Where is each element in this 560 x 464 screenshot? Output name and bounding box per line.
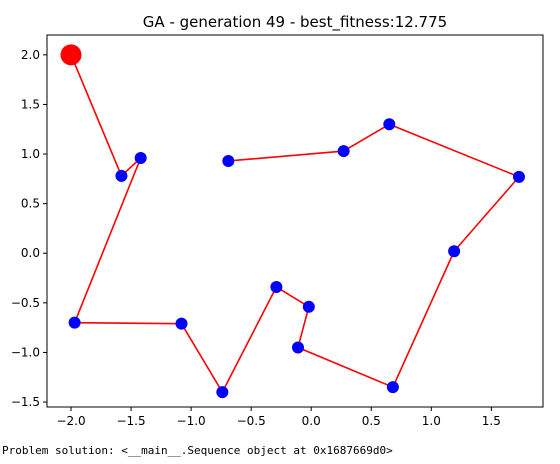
x-tick-label: −0.5	[237, 414, 266, 428]
y-tick-label: 1.5	[21, 97, 40, 111]
x-tick-label: 1.0	[422, 414, 441, 428]
city-point	[175, 317, 188, 330]
city-point	[68, 316, 81, 329]
x-tick-label: −2.0	[56, 414, 85, 428]
route-segment	[228, 150, 344, 162]
route-segment	[74, 321, 182, 325]
route-segment	[297, 346, 394, 388]
y-tick-label: 0.5	[21, 197, 40, 211]
city-point	[292, 341, 305, 354]
chart-title: GA - generation 49 - best_fitness:12.775	[143, 13, 447, 32]
start-point	[60, 44, 82, 66]
y-tick-label: −1.5	[11, 395, 40, 409]
city-point	[512, 170, 525, 183]
city-point	[115, 169, 128, 182]
route-segment	[392, 250, 455, 388]
y-axis: 2.0 1.5 1.0 0.5 0.0 −0.5 −1.0 −1.5	[11, 48, 47, 409]
x-tick-label: −1.5	[116, 414, 145, 428]
route-segment	[297, 306, 310, 348]
route-segment	[275, 286, 310, 308]
x-tick-label: 0.0	[302, 414, 321, 428]
y-tick-label: 2.0	[21, 48, 40, 62]
plot-marks	[60, 44, 525, 399]
y-tick-label: −0.5	[11, 296, 40, 310]
city-point	[270, 280, 283, 293]
city-point	[383, 118, 396, 131]
x-tick-label: 1.5	[482, 414, 501, 428]
plot-frame	[46, 34, 544, 408]
y-tick-label: 0.0	[21, 246, 40, 260]
city-point	[222, 154, 235, 167]
route-segment	[221, 286, 278, 393]
x-tick-label: 0.5	[362, 414, 381, 428]
city-point	[386, 381, 399, 394]
route-segment	[73, 157, 142, 323]
route-segment	[70, 54, 123, 177]
problem-solution-text: Problem solution: <__main__.Sequence obj…	[2, 444, 393, 457]
y-tick-label: 1.0	[21, 147, 40, 161]
city-point	[216, 386, 229, 399]
y-tick-label: −1.0	[11, 345, 40, 359]
route-segment	[388, 123, 520, 178]
city-point	[302, 300, 315, 313]
route-segment	[453, 176, 520, 252]
x-tick-label: −1.0	[177, 414, 206, 428]
x-axis: −2.0 −1.5 −1.0 −0.5 0.0 0.5 1.0 1.5	[56, 407, 501, 428]
city-point	[134, 152, 147, 165]
route-segment	[343, 123, 390, 152]
city-point	[337, 145, 350, 158]
city-point	[448, 245, 461, 258]
route-segment	[180, 323, 224, 393]
